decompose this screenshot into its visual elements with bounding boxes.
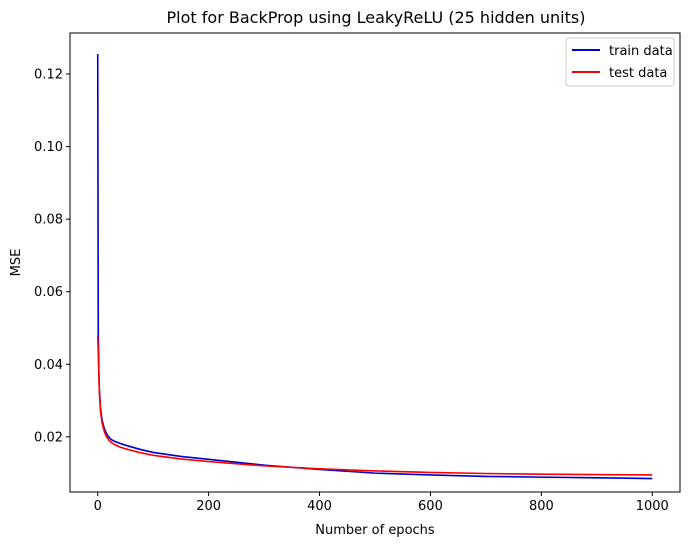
- x-tick-label: 200: [196, 499, 221, 514]
- y-tick-label: 0.10: [34, 140, 63, 155]
- x-tick-label: 400: [307, 499, 332, 514]
- legend: train data test data: [565, 37, 675, 87]
- y-axis-label: MSE: [9, 249, 24, 277]
- x-tick-label: 800: [529, 499, 554, 514]
- axes-frame: [69, 32, 681, 493]
- x-tick-label: 600: [418, 499, 443, 514]
- legend-label-train: train data: [609, 44, 673, 59]
- series-layer: [96, 54, 653, 480]
- y-tick-label: 0.12: [34, 68, 63, 83]
- y-tick-label: 0.06: [34, 285, 63, 300]
- x-axis-ticks: 0 200 400 600 800 1000: [94, 492, 669, 514]
- plot-area: 0 200 400 600 800 1000 0.020.040.060.080.100.…: [34, 32, 681, 514]
- x-tick-label: 0: [94, 499, 102, 514]
- series-line-test: [96, 335, 653, 476]
- chart-title: Plot for BackProp using LeakyReLU (25 hi…: [167, 8, 586, 27]
- y-tick-label: 0.02: [34, 430, 63, 445]
- x-axis-label: Number of epochs: [315, 523, 435, 538]
- y-tick-label: 0.04: [34, 358, 63, 373]
- legend-label-test: test data: [609, 66, 667, 81]
- y-axis-ticks: 0.02 0.04 0.06 0.08 0.10 0.12: [34, 68, 70, 445]
- x-tick-label: 1000: [636, 499, 669, 514]
- y-tick-label: 0.08: [34, 213, 63, 228]
